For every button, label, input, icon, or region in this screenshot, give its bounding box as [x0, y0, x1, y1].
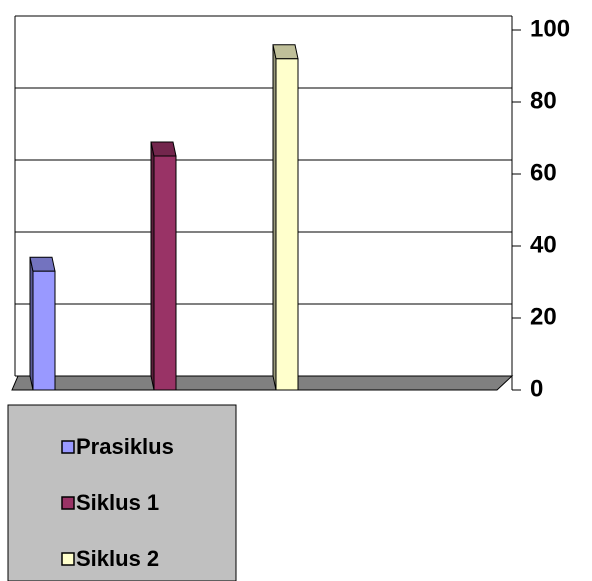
- plot-wall: [15, 16, 512, 376]
- bar: [32, 270, 56, 391]
- bar-top: [29, 256, 56, 272]
- y-tick-label: 100: [530, 15, 570, 42]
- legend-swatch: [61, 552, 75, 566]
- legend-label: Siklus 2: [76, 546, 159, 571]
- floor: [11, 375, 514, 391]
- legend-swatch: [61, 496, 75, 510]
- y-tick-label: 80: [530, 87, 557, 114]
- legend-label: Siklus 1: [76, 490, 159, 515]
- bar-top: [272, 44, 299, 60]
- bar: [275, 58, 299, 391]
- y-tick-label: 0: [530, 375, 543, 402]
- bar-top: [150, 141, 177, 157]
- y-tick-label: 60: [530, 159, 557, 186]
- legend-label: Prasiklus: [76, 434, 174, 459]
- bar: [153, 155, 177, 391]
- y-tick-label: 40: [530, 231, 557, 258]
- y-tick-label: 20: [530, 303, 557, 330]
- legend: [7, 404, 237, 581]
- legend-swatch: [61, 440, 75, 454]
